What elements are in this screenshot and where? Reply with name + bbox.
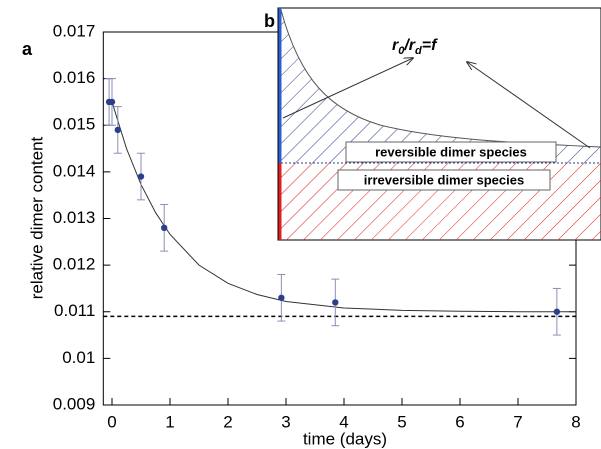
point [108, 98, 116, 106]
x-tick-label: 4 [339, 412, 348, 431]
x-tick-label: 6 [455, 412, 464, 431]
y-tick-label: 0.013 [53, 208, 96, 227]
arrow [282, 58, 413, 119]
panel-label: b [264, 11, 275, 31]
ratio-part: =f [422, 37, 438, 54]
x-tick-label: 8 [571, 412, 580, 431]
x-tick-label: 2 [223, 412, 232, 431]
y-tick-label: 0.017 [53, 21, 96, 40]
ratio-part: r [392, 37, 399, 54]
label-box [345, 141, 557, 163]
arrow [467, 62, 591, 149]
point [114, 126, 122, 134]
y-tick-label: 0.014 [53, 161, 96, 180]
panel-label: a [22, 39, 33, 59]
y-axis-label: relative dimer content [27, 136, 46, 299]
fit-line [111, 101, 576, 313]
y-tick-label: 0.009 [53, 394, 96, 413]
point [553, 308, 561, 315]
x-tick-label: 0 [107, 412, 116, 431]
point [332, 299, 339, 306]
ratio-label: r0/rd=f [392, 37, 438, 57]
x-tick-label: 1 [165, 412, 174, 431]
point [161, 224, 168, 232]
inset: reversible dimer species irreversible di… [277, 7, 601, 241]
reversible-label: reversible dimer species [375, 144, 527, 159]
y-tick-label: 0.011 [54, 301, 95, 320]
label-box [337, 169, 551, 191]
main-plot: 0.009 0.01 0.011 0.012 0.013 0.014 0.015 0.016 0… [53, 21, 581, 431]
point [278, 294, 285, 301]
reversible-region [281, 10, 601, 163]
x-tick-label: 5 [397, 412, 406, 431]
x-tick-label: 3 [281, 412, 290, 431]
point [137, 173, 145, 180]
y-tick-label: 0.015 [53, 115, 96, 134]
ratio-part: /r [403, 37, 415, 54]
y-tick-label: 0.01 [62, 348, 95, 367]
y-tick-label: 0.016 [53, 68, 96, 87]
x-axis-label: time (days) [303, 429, 387, 448]
ratio-part: 0 [398, 45, 405, 57]
y-tick-label: 0.012 [53, 255, 96, 274]
ratio-part: d [415, 45, 422, 57]
x-tick-label: 7 [513, 412, 522, 431]
irreversible-label: irreversible dimer species [364, 172, 524, 187]
